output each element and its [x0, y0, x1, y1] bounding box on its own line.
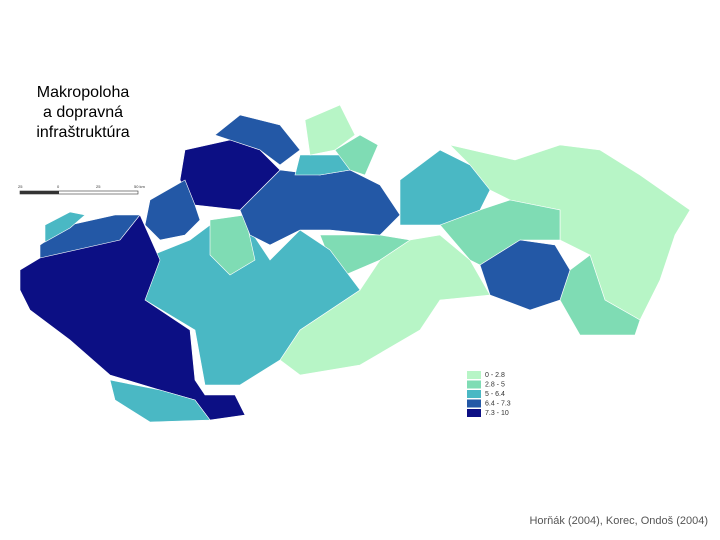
region [19, 214, 246, 421]
legend-label: 0 - 2.8 [485, 372, 505, 379]
legend-label: 7.3 - 10 [485, 410, 509, 417]
region [109, 379, 211, 423]
region [209, 214, 256, 276]
region [144, 179, 201, 241]
region [304, 104, 356, 156]
region [44, 211, 86, 243]
legend-swatch [467, 371, 481, 379]
scale-label: 25 [18, 184, 23, 189]
region [479, 239, 571, 311]
legend-swatch [467, 380, 481, 389]
region [334, 134, 379, 176]
region [559, 254, 641, 336]
scale-label: 50 km [134, 184, 146, 189]
legend-label: 6.4 - 7.3 [485, 400, 511, 407]
scale-bar: 25 0 25 50 km [18, 184, 146, 195]
legend-swatch [467, 409, 481, 417]
legend-swatch [467, 390, 481, 398]
legend-label: 5 - 6.4 [485, 391, 505, 398]
region [399, 149, 491, 226]
scale-label: 25 [96, 184, 101, 189]
scale-label: 0 [57, 184, 60, 189]
legend-label: 2.8 - 5 [485, 381, 505, 388]
regions [19, 104, 691, 423]
title-line: a dopravná [43, 104, 123, 121]
legend: 0 - 2.8 2.8 - 5 5 - 6.4 6.4 - 7.3 7.3 - 10 [467, 371, 511, 417]
scale-bar-segment [20, 191, 59, 194]
region [294, 154, 351, 176]
legend-swatch [467, 399, 481, 408]
region [439, 199, 561, 266]
title-line: infraštruktúra [36, 124, 129, 141]
title-line: Makropoloha [37, 84, 130, 101]
title: Makropoloha a dopravná infraštruktúra [36, 84, 129, 141]
source: Horňák (2004), Korec, Ondoš (2004) [529, 515, 708, 527]
